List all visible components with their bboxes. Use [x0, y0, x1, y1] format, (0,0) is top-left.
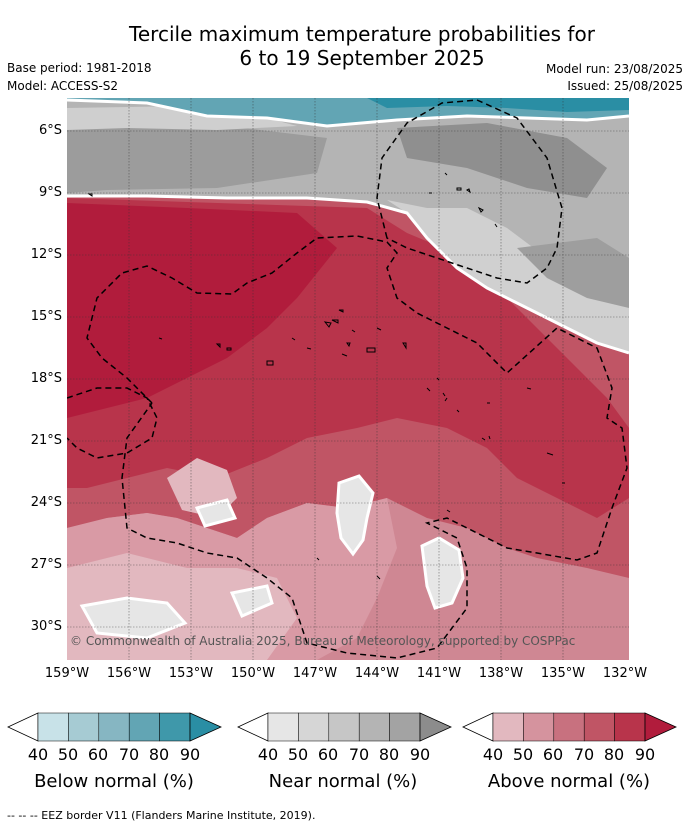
copyright-text: © Commonwealth of Australia 2025, Bureau…: [70, 634, 576, 648]
lon-label-153w: 153°W: [168, 666, 214, 681]
above-tick-70: 70: [573, 745, 595, 764]
colorbar-swatch: [128, 712, 160, 742]
below-tick-70: 70: [118, 745, 140, 764]
colorbar-max-arrow: [189, 712, 222, 742]
near-normal-dark-east: [397, 123, 607, 198]
colorbar-max-arrow: [644, 712, 677, 742]
islands: [87, 172, 565, 580]
above-tick-50: 50: [512, 745, 534, 764]
base-period-text: Base period: 1981-2018: [7, 61, 152, 75]
near-normal-south-patch-2: [420, 536, 465, 610]
lon-label-132w: 132°W: [602, 666, 648, 681]
title-line-2: 6 to 19 September 2025: [239, 46, 485, 70]
below-tick-50: 50: [57, 745, 79, 764]
above-tick-80: 80: [603, 745, 625, 764]
map-canvas: [67, 98, 629, 660]
colorbar-swatch: [358, 712, 390, 742]
eez-footnote: -- -- -- EEZ border V11 (Flanders Marine…: [7, 809, 316, 822]
near-tick-40: 40: [257, 745, 279, 764]
near-normal-light: [387, 200, 629, 353]
colorbar-max-arrow: [419, 712, 452, 742]
lon-label-141w: 141°W: [416, 666, 462, 681]
near-normal-dark-east-2: [517, 238, 629, 308]
below-normal-region-dark: [367, 98, 629, 112]
lon-label-135w: 135°W: [540, 666, 586, 681]
colorbar-swatch: [523, 712, 555, 742]
near-tick-70: 70: [348, 745, 370, 764]
above-normal-label: Above normal (%): [487, 771, 651, 792]
above-normal-core-90: [67, 203, 337, 418]
lat-label-21s: 21°S: [30, 433, 62, 448]
colorbar-swatch: [159, 712, 191, 742]
colorbar-swatch: [492, 712, 524, 742]
colorbar-swatch: [614, 712, 646, 742]
lon-label-150w: 150°W: [230, 666, 276, 681]
lat-label-6s: 6°S: [38, 123, 62, 138]
tercile-boundary-line: [67, 194, 629, 355]
eez-border-kiribati: [376, 99, 563, 284]
below-normal-label: Below normal (%): [34, 771, 194, 792]
lon-label-144w: 144°W: [354, 666, 400, 681]
issued-text: Issued: 25/08/2025: [567, 79, 683, 93]
colorbar-swatch: [267, 712, 299, 742]
near-normal-south-patch-3: [229, 584, 274, 618]
lat-label-9s: 9°S: [38, 185, 62, 200]
lat-label-12s: 12°S: [30, 247, 62, 262]
probability-map: [67, 98, 629, 660]
colorbar-swatch: [37, 712, 69, 742]
below-normal-colorbar: 40 50 60 70 80 90 Below normal (%): [7, 711, 223, 792]
below-tick-90: 90: [179, 745, 201, 764]
near-normal-south-patch-1: [335, 474, 375, 557]
lat-label-27s: 27°S: [30, 557, 62, 572]
near-normal-northwest-light: [67, 106, 297, 130]
near-tick-90: 90: [409, 745, 431, 764]
near-normal-colorbar: 40 50 60 70 80 90 Near normal (%): [237, 711, 453, 792]
colorbar-min-arrow: [237, 712, 269, 742]
near-normal-colorbar-swatches: [237, 712, 452, 742]
lat-label-30s: 30°S: [30, 619, 62, 634]
near-tick-80: 80: [378, 745, 400, 764]
near-normal-label: Near normal (%): [268, 771, 418, 792]
lon-label-147w: 147°W: [292, 666, 338, 681]
below-tick-40: 40: [27, 745, 49, 764]
lon-label-159w: 159°W: [44, 666, 90, 681]
lon-label-138w: 138°W: [478, 666, 524, 681]
model-run-text: Model run: 23/08/2025: [545, 62, 683, 76]
above-tick-40: 40: [482, 745, 504, 764]
lat-label-18s: 18°S: [30, 371, 62, 386]
colorbar-swatch: [298, 712, 330, 742]
eez-border-french-polynesia: [86, 235, 628, 659]
colorbar-min-arrow: [462, 712, 494, 742]
colorbar-swatch: [98, 712, 130, 742]
colorbar-swatch: [553, 712, 585, 742]
above-normal-colorbar-swatches: [462, 712, 677, 742]
lon-label-156w: 156°W: [106, 666, 152, 681]
colorbar-min-arrow: [7, 712, 39, 742]
below-normal-colorbar-swatches: [7, 712, 222, 742]
below-tick-60: 60: [87, 745, 109, 764]
model-text: Model: ACCESS-S2: [7, 79, 119, 93]
lat-label-15s: 15°S: [30, 309, 62, 324]
near-normal-west-patch: [194, 498, 238, 528]
near-tick-60: 60: [317, 745, 339, 764]
near-normal-dark: [67, 126, 327, 193]
above-normal-colorbar: 40 50 60 70 80 90 Above normal (%): [462, 711, 678, 792]
colorbar-swatch: [389, 712, 421, 742]
colorbar-swatch: [328, 712, 360, 742]
colorbar-swatch: [68, 712, 100, 742]
title-line-1: Tercile maximum temperature probabilitie…: [129, 22, 595, 46]
above-tick-90: 90: [634, 745, 656, 764]
lat-label-24s: 24°S: [30, 495, 62, 510]
map-title: Tercile maximum temperature probabilitie…: [0, 22, 690, 70]
below-normal-boundary: [67, 98, 629, 128]
above-tick-60: 60: [542, 745, 564, 764]
map-gridlines: [67, 98, 629, 660]
near-tick-50: 50: [287, 745, 309, 764]
near-normal-southwest-patch: [79, 596, 188, 640]
below-tick-80: 80: [148, 745, 170, 764]
colorbar-swatch: [583, 712, 615, 742]
